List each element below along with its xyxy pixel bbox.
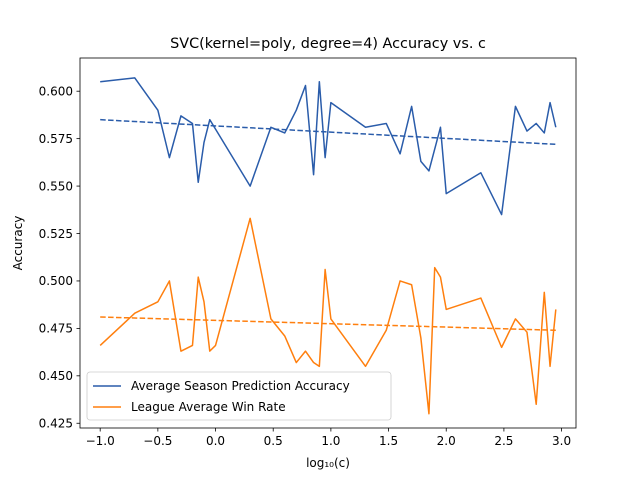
series-line-3 <box>100 316 556 332</box>
x-tick-label: 1.0 <box>321 434 340 448</box>
y-tick-label: 0.550 <box>39 179 73 193</box>
y-tick-label: 0.475 <box>39 322 73 336</box>
y-tick-label: 0.450 <box>39 369 73 383</box>
y-tick-label: 0.575 <box>39 132 73 146</box>
y-tick-label: 0.425 <box>39 417 73 431</box>
legend-label-win-rate: League Average Win Rate <box>131 400 286 414</box>
x-tick-label: 3.0 <box>552 434 571 448</box>
y-tick-label: 0.500 <box>39 274 73 288</box>
x-tick-label: 0.5 <box>264 434 283 448</box>
x-tick-label: 1.5 <box>379 434 398 448</box>
legend-label-accuracy: Average Season Prediction Accuracy <box>131 379 350 393</box>
y-axis: 0.425 0.450 0.475 0.500 0.525 0.550 0.575 0.600 <box>39 85 80 431</box>
chart-title: SVC(kernel=poly, degree=4) Accuracy vs. … <box>170 36 486 52</box>
x-tick-label: −0.5 <box>143 434 172 448</box>
plot-frame <box>79 57 577 429</box>
series-line-0 <box>100 77 557 216</box>
y-axis-label: Accuracy <box>11 216 25 271</box>
x-axis: −1.0 −0.5 0.0 0.5 1.0 1.5 2.0 2.5 3.0 <box>86 428 571 448</box>
x-tick-label: −1.0 <box>86 434 115 448</box>
plot-background <box>80 58 576 428</box>
series-line-2 <box>99 217 557 415</box>
x-axis-label: log₁₀(c) <box>306 456 350 470</box>
legend-box <box>86 371 392 421</box>
y-tick-label: 0.600 <box>39 85 73 99</box>
x-tick-label: 2.0 <box>437 434 456 448</box>
x-tick-label: 0.0 <box>206 434 225 448</box>
series-layer <box>99 77 557 415</box>
legend: Average Season Prediction Accuracy Leagu… <box>86 371 392 421</box>
plot-area <box>79 57 577 429</box>
x-tick-label: 2.5 <box>494 434 513 448</box>
y-tick-label: 0.525 <box>39 227 73 241</box>
series-line-1 <box>100 118 556 146</box>
